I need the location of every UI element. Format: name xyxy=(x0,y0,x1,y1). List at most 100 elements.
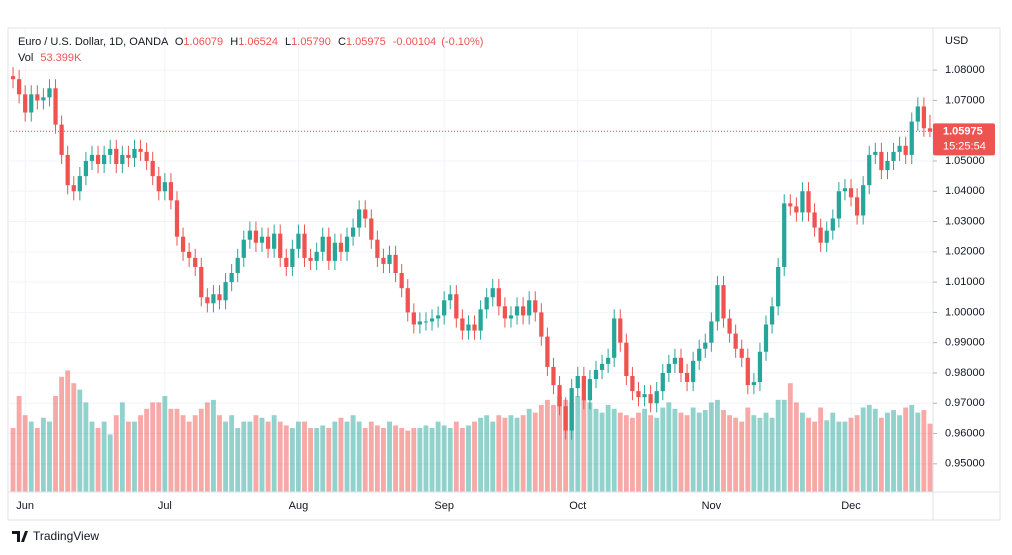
volume-bar xyxy=(551,404,556,492)
candle-body xyxy=(624,342,629,376)
currency: USD xyxy=(945,35,968,47)
volume-bar xyxy=(544,399,550,492)
candle-body xyxy=(709,321,714,343)
open-value: 1.06079 xyxy=(183,36,223,48)
candle-body xyxy=(375,239,380,258)
volume-bar xyxy=(459,428,465,492)
candle-body xyxy=(278,233,283,258)
volume-bar xyxy=(751,415,757,492)
volume-bar xyxy=(860,407,866,492)
candle-body xyxy=(885,160,890,171)
last-price-label: 1.05975 xyxy=(943,125,983,137)
volume-bar xyxy=(781,399,787,492)
candle-body xyxy=(71,185,76,192)
volume-bar xyxy=(514,417,520,492)
volume-bar xyxy=(617,412,623,492)
volume-bar xyxy=(271,415,277,492)
candle-body xyxy=(684,372,690,383)
candle-body xyxy=(836,191,842,219)
candle-body xyxy=(23,94,28,113)
volume-bar xyxy=(848,417,854,492)
volume-bar xyxy=(678,412,684,492)
y-tick-label: 0.96000 xyxy=(945,427,985,439)
y-tick-label: 1.02000 xyxy=(945,246,985,258)
volume-bar xyxy=(872,408,878,492)
volume-bar xyxy=(65,370,71,492)
volume-bar xyxy=(326,428,332,492)
volume-bar xyxy=(40,417,46,492)
candle-body xyxy=(308,257,313,261)
volume-bar xyxy=(836,421,842,492)
candle-body xyxy=(442,300,447,316)
candle-body xyxy=(302,233,307,258)
volume-bar xyxy=(435,421,441,492)
y-tick-label: 0.98000 xyxy=(945,367,985,379)
last-price-tag xyxy=(933,123,995,156)
volume-bar xyxy=(223,421,228,492)
volume-bar xyxy=(745,407,751,492)
volume-bar xyxy=(22,415,28,492)
volume-bar xyxy=(660,407,666,492)
volume-bar xyxy=(332,421,338,492)
candle-body xyxy=(344,236,350,252)
candle-body xyxy=(581,376,586,401)
candle-body xyxy=(350,227,356,237)
volume-bar xyxy=(915,412,921,492)
volume-bar xyxy=(909,404,915,492)
candle-body xyxy=(757,351,763,383)
candle-body xyxy=(848,188,854,198)
volume-bar xyxy=(672,408,678,492)
volume-bar xyxy=(119,402,125,492)
volume-bar xyxy=(204,402,210,492)
candle-body xyxy=(788,203,793,207)
volume-bar xyxy=(727,415,733,492)
volume-bar xyxy=(89,421,95,492)
candle-body xyxy=(363,209,368,219)
candle-body xyxy=(16,79,22,95)
candle-body xyxy=(672,357,678,364)
candle-body xyxy=(284,257,289,267)
volume-bar xyxy=(283,425,289,492)
volume-bar xyxy=(842,421,848,492)
candle-body xyxy=(357,209,362,228)
candle-body xyxy=(733,333,738,349)
candle-body xyxy=(126,154,131,158)
candle-body xyxy=(545,336,550,367)
volume-bar xyxy=(235,428,241,492)
volume-bar xyxy=(684,415,690,492)
volume-bar xyxy=(296,421,301,492)
volume-bar xyxy=(830,412,836,492)
candle-body xyxy=(193,257,198,267)
volume-bar xyxy=(59,376,65,492)
candle-body xyxy=(101,154,107,164)
volume-bar xyxy=(405,430,411,492)
volume-bar xyxy=(763,412,769,492)
volume-bar xyxy=(429,428,435,492)
candle-body xyxy=(739,348,744,358)
volume-bar xyxy=(344,421,350,492)
candle-body xyxy=(454,294,459,319)
volume-bar xyxy=(411,428,417,492)
candle-body xyxy=(162,182,167,192)
candle-body xyxy=(478,309,483,331)
y-tick-label: 1.03000 xyxy=(945,215,985,227)
volume-bar xyxy=(192,415,198,492)
x-tick-label: Aug xyxy=(289,500,309,512)
change-value: -0.00104 xyxy=(393,36,436,48)
candle-body xyxy=(794,206,799,213)
volume-bar xyxy=(921,410,927,492)
candle-body xyxy=(144,151,149,161)
candle-body xyxy=(496,288,501,307)
close-letter: C xyxy=(338,36,346,48)
candle-body xyxy=(636,391,641,398)
symbol: Euro / U.S. Dollar, 1D, OANDA xyxy=(18,36,169,48)
candle-body xyxy=(666,363,671,373)
candle-body xyxy=(751,382,756,386)
volume-bar xyxy=(769,417,775,492)
candle-body xyxy=(921,106,927,129)
candle-body xyxy=(114,148,119,164)
candle-body xyxy=(654,391,659,404)
volume-bar xyxy=(490,421,496,492)
